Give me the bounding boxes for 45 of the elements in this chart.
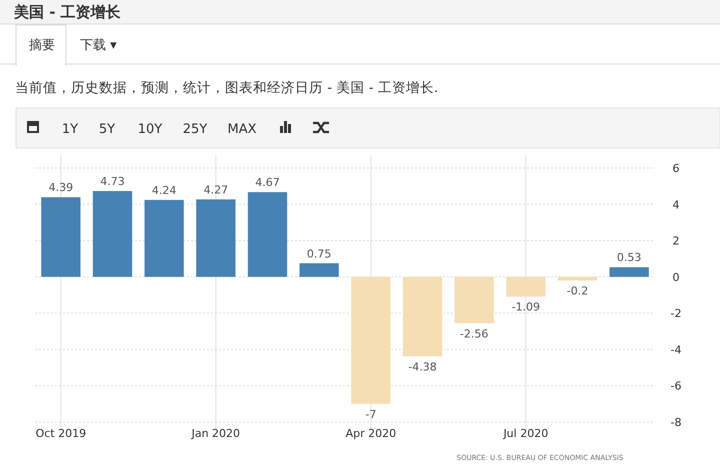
x-tick-label: Oct 2019 bbox=[36, 427, 86, 440]
bar bbox=[610, 267, 649, 277]
data-label: 0.75 bbox=[306, 247, 332, 260]
bar bbox=[402, 276, 442, 356]
bar bbox=[506, 276, 546, 297]
bar bbox=[144, 200, 184, 277]
data-label: 4.24 bbox=[152, 184, 176, 197]
data-label: 0.53 bbox=[616, 251, 642, 264]
y-tick-label: 0 bbox=[672, 270, 680, 284]
y-tick-label: -2 bbox=[670, 307, 682, 320]
y-tick-label: 2 bbox=[672, 234, 680, 248]
bar bbox=[454, 276, 494, 324]
y-tick-label: -6 bbox=[670, 380, 682, 393]
data-label: -7 bbox=[365, 408, 376, 421]
data-label: 4.39 bbox=[48, 181, 74, 194]
data-label: -0.2 bbox=[566, 284, 588, 298]
y-tick-label: -8 bbox=[670, 416, 682, 429]
chart-subtitle: 当前值，历史数据，预测，统计，图表和经济日历 - 美国 - 工资增长. bbox=[15, 80, 438, 96]
text: 下载 ▾ bbox=[80, 38, 118, 53]
x-tick-label: Jul 2020 bbox=[502, 427, 548, 440]
y-tick-label: 6 bbox=[672, 162, 680, 175]
bar bbox=[196, 199, 236, 277]
bar bbox=[41, 197, 80, 277]
data-label: 4.27 bbox=[204, 183, 228, 196]
text: 摘要 bbox=[29, 38, 55, 53]
data-label: 4.67 bbox=[255, 176, 280, 190]
data-label: -4.38 bbox=[408, 360, 437, 374]
text: 10Y bbox=[138, 122, 162, 137]
chart-title: 美国 - 工资增长 bbox=[13, 3, 122, 21]
data-label: -2.56 bbox=[460, 327, 488, 340]
text: 1Y bbox=[62, 122, 78, 137]
text: 5Y bbox=[98, 122, 116, 137]
data-label: -1.09 bbox=[512, 300, 540, 314]
y-tick-label: -4 bbox=[670, 343, 682, 356]
text: 25Y bbox=[182, 122, 208, 137]
text: MAX bbox=[227, 122, 257, 137]
bar bbox=[92, 191, 132, 277]
y-tick-label: 4 bbox=[672, 198, 680, 212]
data-label: 4.73 bbox=[100, 175, 125, 188]
bar bbox=[351, 276, 390, 404]
bar bbox=[558, 276, 598, 280]
bar bbox=[300, 263, 339, 277]
x-tick-label: Apr 2020 bbox=[346, 427, 396, 440]
bar bbox=[248, 192, 288, 277]
x-tick-label: Jan 2020 bbox=[190, 427, 240, 440]
